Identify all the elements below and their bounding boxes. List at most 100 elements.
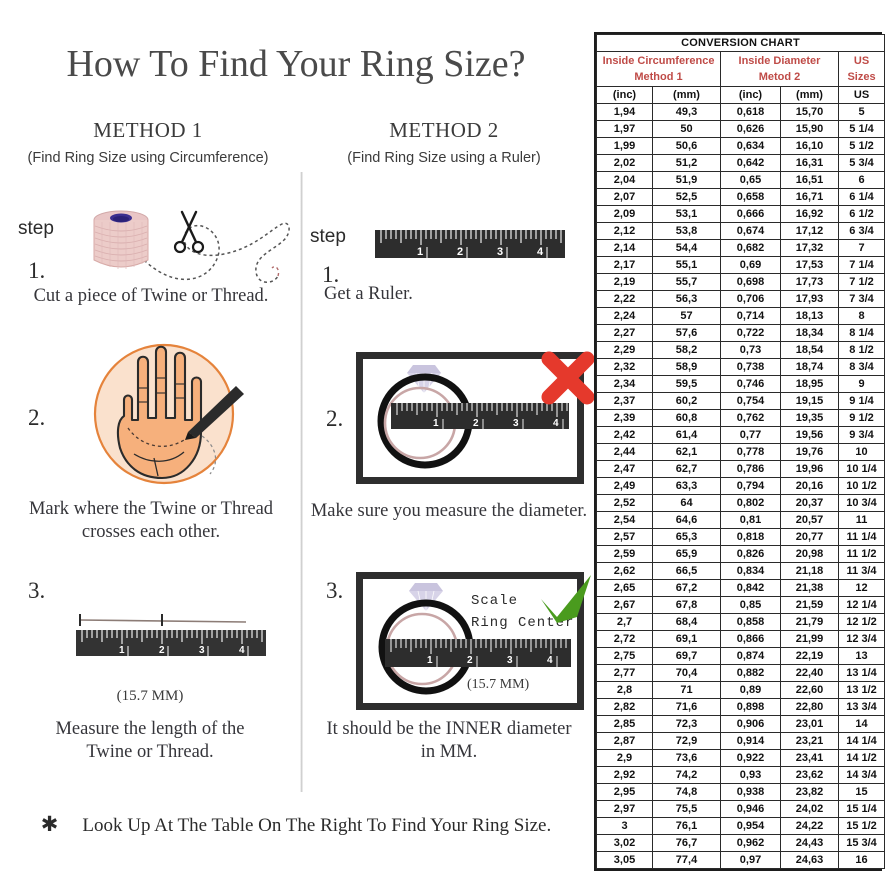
svg-text:1: 1 xyxy=(119,645,125,656)
table-cell: 0,786 xyxy=(720,460,781,478)
table-cell: 2,8 xyxy=(596,681,653,699)
method-2-step-3-caption: It should be the INNER diameter in MM. xyxy=(306,718,592,765)
table-cell: 67,8 xyxy=(652,596,721,614)
table-cell: 23,41 xyxy=(780,749,839,767)
table-cell: 20,98 xyxy=(780,545,839,563)
table-cell: 2,82 xyxy=(596,698,653,716)
method-2-column: METHOD 2 (Find Ring Size using a Ruler) xyxy=(296,118,592,166)
table-cell: 14 xyxy=(837,715,886,733)
table-cell: 2,87 xyxy=(596,732,653,750)
table-cell: 2,95 xyxy=(596,783,653,801)
table-cell: 51,9 xyxy=(652,171,721,189)
table-row: 2,85 72,3 0,906 23,01 14 xyxy=(596,715,886,733)
method-2-step-3-caption-line-1: It should be the INNER diameter xyxy=(326,719,572,739)
table-cell: 2,92 xyxy=(596,766,653,784)
table-cell: 14 3/4 xyxy=(837,766,886,784)
table-cell: 53,1 xyxy=(652,205,721,223)
table-cell: 69,7 xyxy=(652,647,721,665)
table-row: 2,29 58,2 0,73 18,54 8 1/2 xyxy=(596,341,886,359)
method-1-step-word: step xyxy=(18,218,54,239)
table-cell: 3,02 xyxy=(596,834,653,852)
table-cell: 71 xyxy=(652,681,721,699)
table-unit-header-row: (inc) (mm) (inc) (mm) US xyxy=(596,86,886,104)
table-cell: 5 1/2 xyxy=(837,137,886,155)
hand-with-pen-icon xyxy=(58,336,288,491)
conversion-chart-title: CONVERSION CHART xyxy=(595,34,886,52)
table-cell: 7 3/4 xyxy=(837,290,886,308)
group-header-inside-circumference-line-2: Method 1 xyxy=(634,71,683,83)
table-row: 2,19 55,7 0,698 17,73 7 1/2 xyxy=(596,273,886,291)
table-row: 2,22 56,3 0,706 17,93 7 3/4 xyxy=(596,290,886,308)
table-row: 2,75 69,7 0,874 22,19 13 xyxy=(596,647,886,665)
table-cell: 5 1/4 xyxy=(837,120,886,138)
svg-text:1: 1 xyxy=(427,655,433,666)
svg-text:3: 3 xyxy=(507,655,513,666)
table-cell: 63,3 xyxy=(652,477,721,495)
column-header-1: (mm) xyxy=(652,86,721,104)
table-cell: 9 3/4 xyxy=(837,426,886,444)
table-cell: 0,73 xyxy=(720,341,781,359)
column-header-4: US xyxy=(837,86,886,104)
table-cell: 2,37 xyxy=(596,392,653,410)
table-row: 1,94 49,3 0,618 15,70 5 xyxy=(596,103,886,121)
table-cell: 2,19 xyxy=(596,273,653,291)
table-cell: 15,70 xyxy=(780,103,839,121)
ring-with-ruler-wrong-icon: 1 2 3 4 xyxy=(356,351,595,484)
method-1-heading: METHOD 1 xyxy=(93,118,203,142)
table-cell: 2,39 xyxy=(596,409,653,427)
column-header-2: (inc) xyxy=(720,86,781,104)
table-cell: 2,02 xyxy=(596,154,653,172)
table-cell: 7 1/2 xyxy=(837,273,886,291)
table-row: 2,09 53,1 0,666 16,92 6 1/2 xyxy=(596,205,886,223)
svg-text:4: 4 xyxy=(553,418,559,429)
table-row: 2,49 63,3 0,794 20,16 10 1/2 xyxy=(596,477,886,495)
table-cell: 0,802 xyxy=(720,494,781,512)
table-cell: 72,3 xyxy=(652,715,721,733)
table-cell: 19,15 xyxy=(780,392,839,410)
table-body: 1,94 49,3 0,618 15,70 5 1,97 50 0,626 15,90 5 1/4… xyxy=(596,103,886,869)
svg-text:4: 4 xyxy=(547,655,553,666)
table-cell: 20,37 xyxy=(780,494,839,512)
table-cell: 22,40 xyxy=(780,664,839,682)
table-cell: 12 1/4 xyxy=(837,596,886,614)
table-row: 1,97 50 0,626 15,90 5 1/4 xyxy=(596,120,886,138)
table-cell: 0,858 xyxy=(720,613,781,631)
table-cell: 0,826 xyxy=(720,545,781,563)
method-1-measure-label: (15.7 MM) xyxy=(116,688,184,704)
table-row: 2,67 67,8 0,85 21,59 12 1/4 xyxy=(596,596,886,614)
table-cell: 15 1/4 xyxy=(837,800,886,818)
table-cell: 0,89 xyxy=(720,681,781,699)
table-cell: 0,77 xyxy=(720,426,781,444)
table-row: 2,92 74,2 0,93 23,62 14 3/4 xyxy=(596,766,886,784)
instructions-panel: How To Find Your Ring Size? METHOD 1 (Fi… xyxy=(18,43,595,837)
table-row: 2,37 60,2 0,754 19,15 9 1/4 xyxy=(596,392,886,410)
method-2-step-1-number: 1. xyxy=(322,262,340,287)
table-cell: 2,49 xyxy=(596,477,653,495)
table-cell: 20,57 xyxy=(780,511,839,529)
table-row: 2,44 62,1 0,778 19,76 10 xyxy=(596,443,886,461)
svg-text:3: 3 xyxy=(513,418,519,429)
svg-text:1: 1 xyxy=(433,418,439,429)
table-cell: 10 3/4 xyxy=(837,494,886,512)
table-cell: 0,834 xyxy=(720,562,781,580)
table-cell: 6 xyxy=(837,171,886,189)
method-1-step-1-caption: Cut a piece of Twine or Thread. xyxy=(33,286,269,306)
table-cell: 55,7 xyxy=(652,273,721,291)
table-cell: 12 3/4 xyxy=(837,630,886,648)
method-2-step-3-number: 3. xyxy=(326,578,344,603)
table-cell: 51,2 xyxy=(652,154,721,172)
table-cell: 74,8 xyxy=(652,783,721,801)
table-cell: 49,3 xyxy=(652,103,721,121)
group-header-inside-circumference: Inside Circumference Method 1 xyxy=(596,51,721,87)
ring-with-ruler-correct-icon: 1 2 3 4 Scale Ring Center (15.7 MM) xyxy=(356,572,591,710)
twine-spool-scissors-icon xyxy=(78,198,296,296)
table-cell: 2,44 xyxy=(596,443,653,461)
table-cell: 24,02 xyxy=(780,800,839,818)
svg-text:3: 3 xyxy=(199,645,205,656)
svg-text:4: 4 xyxy=(239,645,245,656)
table-cell: 20,77 xyxy=(780,528,839,546)
table-cell: 0,866 xyxy=(720,630,781,648)
table-row: 2,47 62,7 0,786 19,96 10 1/4 xyxy=(596,460,886,478)
footer-row: ✱ Look Up At The Table On The Right To Fi… xyxy=(41,812,551,837)
table-cell: 13 1/2 xyxy=(837,681,886,699)
